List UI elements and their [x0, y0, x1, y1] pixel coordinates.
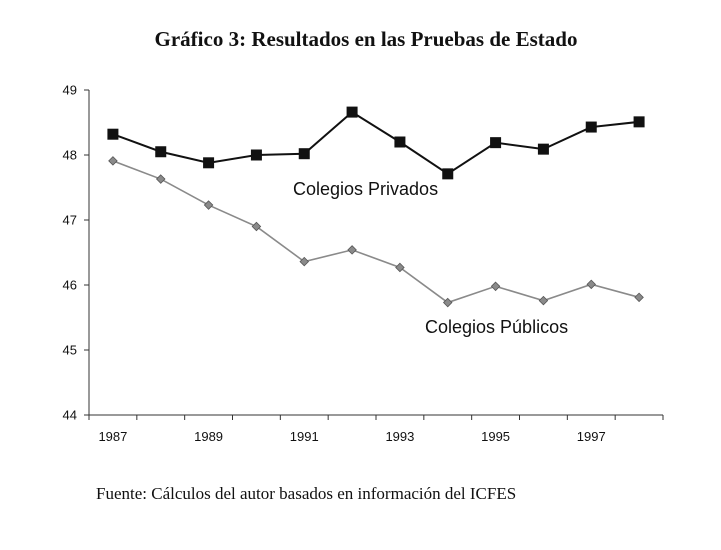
data-point-privados [250, 149, 262, 161]
data-point-privados [155, 146, 167, 158]
data-point-publicos [586, 279, 597, 290]
data-point-publicos [299, 256, 310, 267]
data-point-privados [203, 157, 215, 169]
x-tick-label: 1997 [577, 429, 606, 444]
data-point-publicos [442, 297, 453, 308]
series-markers [107, 106, 645, 308]
series-label-colegios-privados: Colegios Privados [293, 179, 438, 199]
data-point-publicos [155, 174, 166, 184]
data-point-privados [490, 137, 502, 149]
data-point-publicos [490, 281, 501, 292]
data-point-privados [633, 116, 645, 128]
data-point-publicos [251, 221, 262, 232]
series-line-privados [112, 110, 640, 176]
y-tick-label: 47 [63, 213, 77, 228]
x-tick-label: 1993 [385, 429, 414, 444]
axes: 44 45 46 47 48 49 1987 1989 1991 1993 1995 1997 [63, 83, 664, 444]
data-point-publicos [108, 156, 118, 166]
data-point-privados [107, 128, 119, 140]
y-tick-label: 44 [63, 408, 77, 423]
data-point-privados [298, 148, 310, 160]
y-tick-label: 46 [63, 278, 77, 293]
data-point-privados [585, 121, 597, 133]
x-tick-label: 1987 [98, 429, 127, 444]
data-point-publicos [395, 262, 405, 273]
x-tick-label: 1995 [481, 429, 510, 444]
series-lines [112, 110, 640, 304]
data-point-publicos [634, 292, 644, 303]
y-tick-label: 48 [63, 148, 77, 163]
data-point-publicos [538, 295, 549, 306]
series-line-publicos [112, 160, 640, 304]
series-label-colegios-publicos: Colegios Públicos [425, 317, 568, 337]
source-note: Fuente: Cálculos del autor basados en in… [96, 484, 517, 503]
y-tick-label: 49 [63, 83, 77, 98]
data-point-privados [394, 136, 406, 148]
x-tick-label: 1989 [194, 429, 223, 444]
x-tick-label: 1991 [290, 429, 319, 444]
data-point-privados [346, 106, 358, 118]
data-point-privados [442, 168, 454, 180]
data-point-publicos [347, 245, 357, 255]
chart-title: Gráfico 3: Resultados en las Pruebas de … [154, 27, 578, 51]
y-tick-label: 45 [63, 343, 77, 358]
data-point-publicos [203, 200, 214, 210]
data-point-privados [537, 143, 549, 155]
